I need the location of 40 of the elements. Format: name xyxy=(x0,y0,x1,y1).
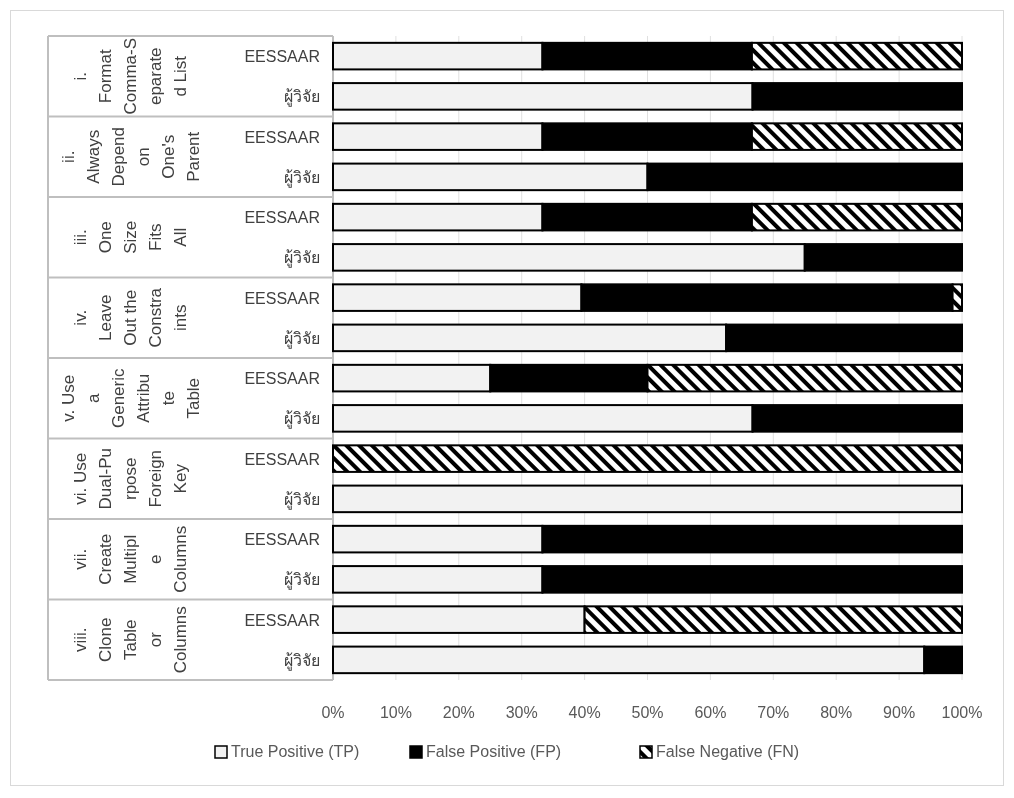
x-tick-label: 0% xyxy=(321,704,345,721)
legend-label: False Positive (FP) xyxy=(426,743,562,760)
y-tick-label: ผู้วิจัย xyxy=(284,410,320,430)
x-tick-label: 60% xyxy=(694,704,727,721)
y-tick-label: ผู้วิจัย xyxy=(284,329,320,349)
x-tick-label: 70% xyxy=(757,704,790,721)
x-tick-label: 10% xyxy=(379,704,412,721)
y-tick-label: EESSAAR xyxy=(244,370,320,388)
legend-label: True Positive (TP) xyxy=(231,743,360,760)
bar xyxy=(332,444,963,473)
text: iii. One Size Fits All xyxy=(71,220,190,254)
legend-label: False Negative (FN) xyxy=(656,743,800,760)
y-tick-label: ผู้วิจัย xyxy=(284,168,320,188)
text: iv. Leave Out the Constraints xyxy=(71,287,190,348)
x-tick-label: 30% xyxy=(505,704,538,721)
y-tick-label: ผู้วิจัย xyxy=(284,249,320,269)
y-tick-label: EESSAAR xyxy=(244,48,320,66)
y-tick-label: ผู้วิจัย xyxy=(284,571,320,591)
text: v. Use a Generic Attribute Table xyxy=(58,367,203,429)
y-tick-label: EESSAAR xyxy=(244,450,320,468)
x-tick-label: 20% xyxy=(442,704,475,721)
x-tick-label: 40% xyxy=(568,704,601,721)
y-tick-label: EESSAAR xyxy=(244,611,320,629)
y-tick-label: EESSAAR xyxy=(244,209,320,227)
x-tick-label: 50% xyxy=(631,704,664,721)
text: viii. Clone Table or Columns xyxy=(71,606,190,674)
y-tick-label: ผู้วิจัย xyxy=(284,490,320,510)
bar xyxy=(332,484,963,514)
x-tick-label: 80% xyxy=(820,704,853,721)
y-tick-label: EESSAAR xyxy=(244,531,320,549)
text: vii. Create Multiple Columns xyxy=(71,525,190,593)
text: vi. Use Dual-Purpose Foreign Key xyxy=(71,448,190,510)
x-tick-label: 90% xyxy=(883,704,916,721)
text: ii. Always Depend on One's Parent xyxy=(58,126,203,187)
y-tick-label: EESSAAR xyxy=(244,289,320,307)
x-tick-label: 100% xyxy=(941,704,983,721)
y-tick-label: ผู้วิจัย xyxy=(284,651,320,671)
y-tick-label: ผู้วิจัย xyxy=(284,88,320,108)
text: i. Format Comma-Separated List xyxy=(71,37,190,115)
y-tick-label: EESSAAR xyxy=(244,128,320,146)
